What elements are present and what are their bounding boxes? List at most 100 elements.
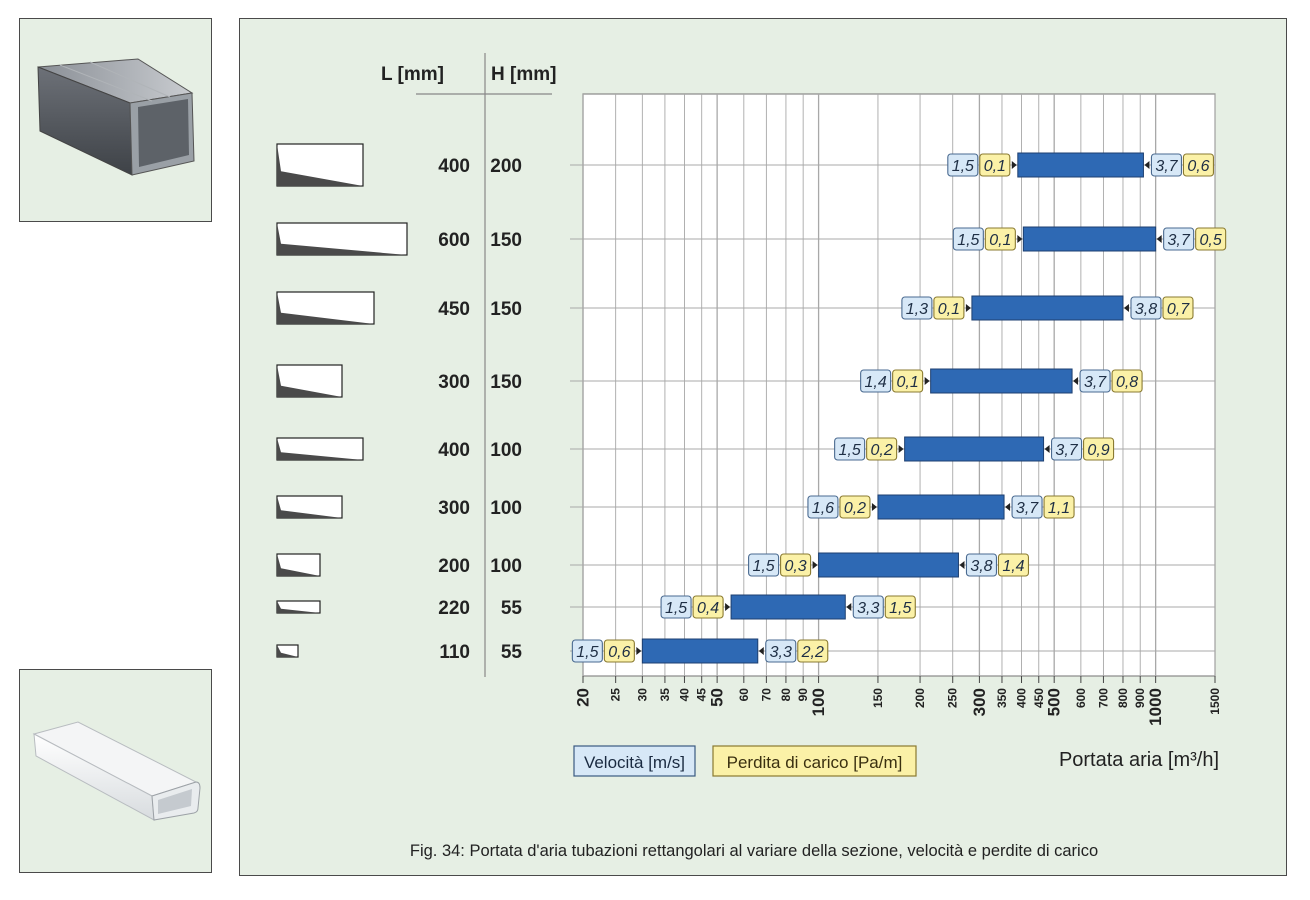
min-velocity-box bbox=[952, 227, 984, 251]
max-pressure-box bbox=[1083, 437, 1115, 461]
x-tick-label: 45 bbox=[695, 688, 709, 702]
x-tick-label: 60 bbox=[737, 688, 751, 702]
plastic-duct-photo bbox=[19, 669, 212, 873]
min-pressure-box bbox=[692, 595, 724, 619]
x-tick-label: 250 bbox=[946, 688, 960, 708]
min-velocity-box bbox=[901, 296, 933, 320]
max-pressure-label: 0,5 bbox=[1200, 232, 1222, 249]
max-velocity-box bbox=[1051, 437, 1083, 461]
duct-section-icon bbox=[276, 553, 321, 577]
range-start-arrow bbox=[812, 561, 818, 569]
duct-row: 300 150 1,4 0,1 3,7 0,8 bbox=[276, 364, 1215, 398]
row-h-value: 200 bbox=[490, 156, 522, 177]
min-pressure-box bbox=[979, 153, 1011, 177]
row-l-value: 300 bbox=[438, 498, 470, 519]
max-pressure-box bbox=[997, 553, 1030, 577]
min-pressure-label: 0,1 bbox=[938, 301, 960, 318]
row-l-value: 200 bbox=[438, 556, 470, 577]
max-pressure-box bbox=[1162, 296, 1194, 320]
range-end-arrow bbox=[846, 603, 852, 611]
range-end-arrow bbox=[1123, 304, 1129, 312]
min-velocity-label: 1,5 bbox=[665, 600, 687, 617]
duct-section-icon bbox=[276, 143, 364, 187]
max-pressure-label: 1,1 bbox=[1048, 500, 1070, 517]
max-pressure-box bbox=[797, 639, 829, 663]
legend-pressure-label: Perdita di carico [Pa/m] bbox=[727, 753, 903, 772]
min-pressure-box bbox=[780, 553, 812, 577]
header-h: H [mm] bbox=[491, 64, 556, 85]
max-velocity-label: 3,3 bbox=[857, 600, 879, 617]
max-pressure-label: 1,4 bbox=[1002, 558, 1024, 575]
max-velocity-box bbox=[1130, 296, 1162, 320]
row-h-value: 100 bbox=[490, 498, 522, 519]
min-pressure-box bbox=[866, 437, 898, 461]
x-tick-label: 350 bbox=[995, 688, 1009, 708]
range-bar bbox=[818, 552, 959, 578]
row-l-value: 400 bbox=[438, 440, 470, 461]
max-pressure-label: 0,8 bbox=[1116, 374, 1138, 391]
max-velocity-label: 3,7 bbox=[1055, 442, 1078, 459]
x-tick-label: 600 bbox=[1074, 688, 1088, 708]
min-velocity-box bbox=[748, 553, 780, 577]
min-velocity-label: 1,3 bbox=[906, 301, 928, 318]
max-velocity-label: 3,7 bbox=[1168, 232, 1191, 249]
min-pressure-box bbox=[933, 296, 965, 320]
duct-section-icon bbox=[276, 644, 299, 658]
max-velocity-box bbox=[765, 639, 797, 663]
min-pressure-box bbox=[603, 639, 635, 663]
min-velocity-label: 1,4 bbox=[865, 374, 887, 391]
max-velocity-label: 3,7 bbox=[1016, 500, 1039, 517]
x-tick-label: 900 bbox=[1133, 688, 1147, 708]
min-pressure-label: 0,3 bbox=[784, 558, 806, 575]
min-velocity-label: 1,5 bbox=[952, 158, 974, 175]
x-tick-label: 450 bbox=[1032, 688, 1046, 708]
max-pressure-label: 0,7 bbox=[1167, 301, 1190, 318]
max-velocity-label: 3,3 bbox=[770, 644, 792, 661]
range-bar bbox=[877, 494, 1005, 520]
duct-row: 450 150 1,3 0,1 3,8 0,7 bbox=[276, 291, 1215, 325]
duct-row: 400 200 1,5 0,1 3,7 0,6 bbox=[276, 143, 1215, 187]
range-bar bbox=[971, 295, 1124, 321]
row-h-value: 150 bbox=[490, 299, 522, 320]
row-h-value: 100 bbox=[490, 556, 522, 577]
min-pressure-box bbox=[984, 227, 1016, 251]
duct-section-icon bbox=[276, 222, 408, 256]
range-start-arrow bbox=[1011, 161, 1017, 169]
max-pressure-box bbox=[1182, 153, 1214, 177]
max-pressure-box bbox=[1195, 227, 1227, 251]
min-pressure-label: 0,1 bbox=[989, 232, 1011, 249]
row-h-value: 100 bbox=[490, 440, 522, 461]
max-velocity-box bbox=[1079, 369, 1111, 393]
range-end-arrow bbox=[1073, 377, 1079, 385]
max-velocity-box bbox=[965, 553, 998, 577]
range-start-arrow bbox=[636, 647, 642, 655]
x-tick-label: 20 bbox=[574, 688, 593, 707]
x-tick-label: 25 bbox=[609, 688, 623, 702]
min-velocity-box bbox=[571, 639, 603, 663]
row-l-value: 400 bbox=[438, 156, 470, 177]
range-start-arrow bbox=[965, 304, 971, 312]
row-l-value: 220 bbox=[438, 598, 470, 619]
duct-row: 110 55 1,5 0,6 3,3 2,2 bbox=[276, 638, 1215, 664]
range-end-arrow bbox=[1044, 445, 1050, 453]
x-tick-label: 300 bbox=[970, 688, 989, 716]
max-velocity-box bbox=[852, 595, 884, 619]
range-start-arrow bbox=[898, 445, 904, 453]
range-bar bbox=[730, 594, 846, 620]
duct-row: 300 100 1,6 0,2 3,7 1,1 bbox=[276, 494, 1215, 520]
x-tick-label: 700 bbox=[1096, 688, 1110, 708]
max-velocity-label: 3,7 bbox=[1084, 374, 1107, 391]
row-h-value: 55 bbox=[501, 642, 523, 663]
x-tick-label: 200 bbox=[913, 688, 927, 708]
range-start-arrow bbox=[1017, 235, 1023, 243]
duct-section-icon bbox=[276, 437, 364, 461]
max-pressure-label: 2,2 bbox=[801, 644, 824, 661]
min-pressure-box bbox=[839, 495, 871, 519]
duct-section-icon bbox=[276, 495, 343, 519]
range-end-arrow bbox=[959, 561, 965, 569]
x-tick-label: 500 bbox=[1045, 688, 1064, 716]
range-bar bbox=[930, 368, 1073, 394]
min-velocity-label: 1,6 bbox=[812, 500, 834, 517]
min-velocity-box bbox=[660, 595, 692, 619]
range-bar bbox=[1022, 226, 1157, 252]
